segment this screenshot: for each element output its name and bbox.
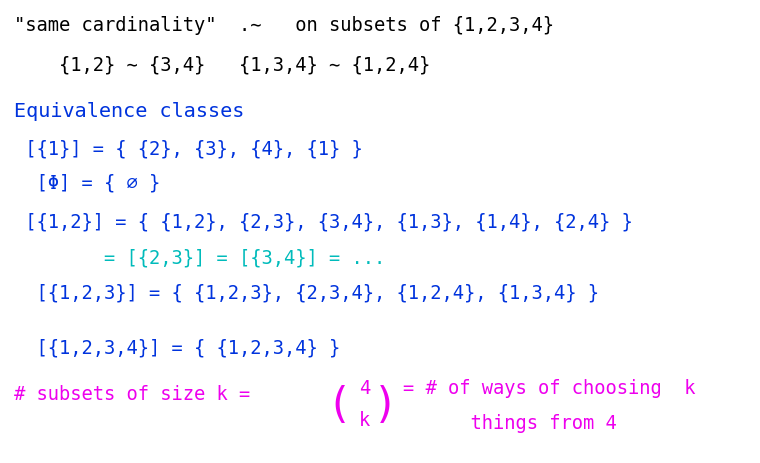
Text: = # of ways of choosing  k: = # of ways of choosing k — [403, 378, 695, 397]
Text: "same cardinality"  .∼   on subsets of {1,2,3,4}: "same cardinality" .∼ on subsets of {1,2… — [14, 16, 554, 35]
Text: things from 4: things from 4 — [403, 413, 616, 432]
Text: [{1,2}] = { {1,2}, {2,3}, {3,4}, {1,3}, {1,4}, {2,4} }: [{1,2}] = { {1,2}, {2,3}, {3,4}, {1,3}, … — [14, 212, 632, 231]
Text: [{1,2,3}] = { {1,2,3}, {2,3,4}, {1,2,4}, {1,3,4} }: [{1,2,3}] = { {1,2,3}, {2,3,4}, {1,2,4},… — [14, 283, 599, 302]
Text: = [{2,3}] = [{3,4}] = ...: = [{2,3}] = [{3,4}] = ... — [14, 248, 385, 267]
Text: (: ( — [327, 384, 352, 426]
Text: {1,2} ∼ {3,4}   {1,3,4} ∼ {1,2,4}: {1,2} ∼ {3,4} {1,3,4} ∼ {1,2,4} — [14, 56, 430, 75]
Text: ): ) — [372, 384, 397, 426]
Text: # subsets of size k =: # subsets of size k = — [14, 384, 261, 403]
Text: [{1}] = { {2}, {3}, {4}, {1} }: [{1}] = { {2}, {3}, {4}, {1} } — [14, 139, 363, 158]
Text: [{1,2,3,4}] = { {1,2,3,4} }: [{1,2,3,4}] = { {1,2,3,4} } — [14, 338, 340, 357]
Text: Equivalence classes: Equivalence classes — [14, 102, 244, 121]
Text: 4: 4 — [359, 378, 370, 397]
Text: k: k — [359, 410, 370, 429]
Text: [Φ] = { ∅ }: [Φ] = { ∅ } — [14, 174, 160, 193]
